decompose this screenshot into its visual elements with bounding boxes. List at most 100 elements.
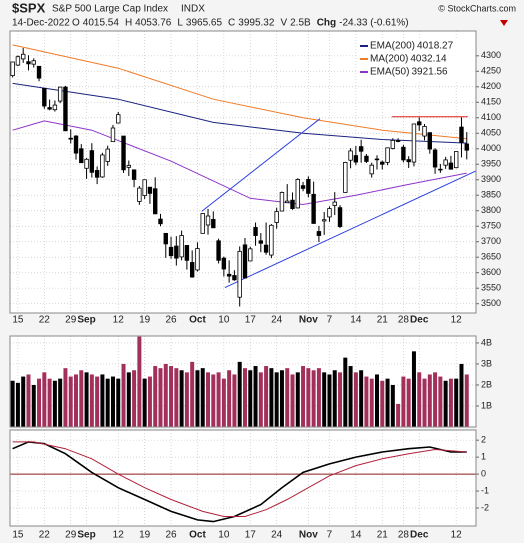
volume-bar: [200, 368, 205, 427]
line: [12, 82, 467, 144]
volume-bar: [15, 382, 20, 427]
volume-bar: [253, 366, 258, 427]
y-tick-label: 4100: [481, 112, 501, 122]
candle-body: [126, 165, 132, 168]
index-name: S&P 500 Large Cap Index: [52, 4, 168, 15]
panel: [10, 430, 476, 526]
legend-name: MA(200): [370, 54, 408, 65]
candle-body: [195, 248, 200, 271]
quote-label: L: [177, 18, 183, 29]
volume-bar: [242, 368, 247, 427]
quote-label: V: [280, 18, 287, 29]
x-tick-label: Oct: [189, 315, 206, 326]
volume-bar: [79, 370, 84, 427]
x-tick-label: 15: [12, 530, 24, 541]
volume-bar: [332, 370, 337, 427]
volume-bar: [21, 376, 26, 427]
candle-body: [52, 104, 58, 111]
candle-body: [411, 123, 417, 163]
candle-body: [311, 193, 316, 224]
x-tick-label: Sep: [77, 315, 95, 326]
volume-bar: [385, 378, 390, 427]
volume-bar: [417, 372, 422, 427]
x-tick-label: 17: [245, 530, 257, 541]
volume-bar: [147, 376, 152, 427]
candle-body: [79, 148, 84, 164]
quote-value: 3995.32: [238, 18, 275, 29]
x-tick-label: 24: [271, 530, 283, 541]
candle-body: [353, 155, 359, 163]
candle-body: [285, 200, 290, 204]
candle-body: [343, 161, 348, 193]
candle-body: [406, 159, 411, 163]
line: [12, 120, 467, 206]
volume-bar: [52, 380, 57, 427]
volume-bar: [454, 378, 459, 427]
candle-body: [453, 151, 459, 169]
x-tick-label: 7: [327, 530, 333, 541]
volume-bar: [195, 370, 200, 427]
volume-bar: [174, 368, 179, 427]
volume-bar: [311, 370, 316, 427]
candle-body: [337, 207, 343, 227]
volume-bar: [116, 378, 121, 427]
volume-bar: [221, 378, 226, 427]
x-tick-label: 12: [113, 315, 125, 326]
x-tick-label: 10: [218, 315, 230, 326]
candle-body: [63, 86, 68, 132]
volume-bar: [264, 366, 269, 427]
down-arrow: [500, 20, 508, 26]
candle-body: [464, 143, 469, 151]
volume-bar: [279, 370, 284, 427]
candle-body: [200, 213, 205, 234]
legend-value: 3921.56: [411, 67, 448, 78]
x-tick-label: 12: [113, 530, 125, 541]
candle-body: [221, 257, 227, 270]
candle-body: [189, 262, 195, 278]
y-tick-label: 3650: [481, 252, 501, 262]
candle-body: [300, 185, 306, 189]
y-tick-label: 4200: [481, 81, 501, 91]
candle-body: [121, 135, 126, 171]
x-tick-label: 17: [245, 315, 257, 326]
volume-bar: [31, 384, 36, 427]
candle-body: [10, 61, 15, 77]
volume-bar: [290, 374, 295, 427]
quote-date: 14-Dec-2022: [12, 18, 70, 29]
volume-bar: [306, 368, 311, 427]
candle-body: [448, 162, 454, 170]
x-tick-label: Oct: [189, 530, 206, 541]
volume-bar: [163, 363, 168, 427]
candle-body: [73, 135, 79, 154]
x-tick-label: 14: [350, 530, 362, 541]
candle-body: [232, 275, 237, 281]
candle-body: [242, 244, 248, 279]
x-tick-label: Nov: [299, 315, 318, 326]
volume-bar: [158, 368, 163, 427]
x-tick-label: Nov: [299, 530, 318, 541]
volume-bar: [232, 374, 237, 427]
y-tick-label: 3800: [481, 205, 501, 215]
line: [12, 441, 467, 517]
x-tick-label: Dec: [410, 315, 429, 326]
volume-bar: [396, 403, 401, 427]
volume-bar: [406, 378, 411, 427]
volume-bar: [248, 370, 253, 427]
candle-body: [380, 161, 385, 165]
credit: © StockCharts.com: [438, 3, 516, 13]
volume-bar: [322, 372, 327, 427]
volume-bar: [237, 361, 242, 427]
volume-bar: [37, 378, 42, 427]
candle-body: [237, 250, 242, 298]
volume-bar: [84, 372, 89, 427]
x-tick-label: 24: [271, 315, 283, 326]
quote-value: 4053.76: [135, 18, 172, 29]
candle-body: [158, 218, 163, 225]
volume-bar: [190, 361, 195, 427]
volume-bar: [316, 368, 321, 427]
volume-bar: [348, 366, 353, 427]
y-tick-label: 1B: [481, 400, 492, 410]
candle-body: [263, 244, 269, 253]
y-tick-label: 4000: [481, 143, 501, 153]
candle-body: [295, 179, 300, 209]
